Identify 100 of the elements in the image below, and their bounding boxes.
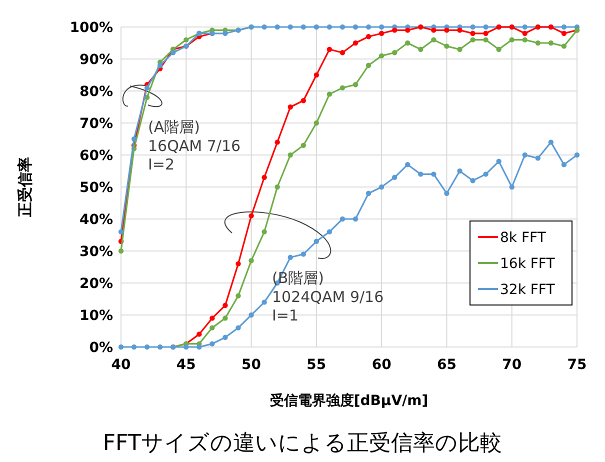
point	[326, 46, 332, 52]
y-tick-label: 10%	[79, 308, 113, 324]
point	[418, 46, 424, 52]
point	[262, 229, 267, 234]
point	[222, 302, 228, 308]
point	[522, 37, 528, 42]
point	[236, 261, 241, 266]
point	[509, 37, 514, 42]
point	[483, 37, 488, 42]
point	[131, 344, 137, 350]
point	[535, 40, 541, 46]
point	[366, 190, 372, 196]
point	[444, 28, 450, 33]
point	[118, 229, 124, 234]
point	[483, 30, 488, 36]
point	[236, 293, 241, 298]
point	[366, 24, 372, 30]
annotation: (A階層) 16QAM 7/16 I=2	[148, 118, 241, 174]
point	[262, 174, 267, 180]
point	[561, 44, 567, 49]
point	[431, 172, 436, 177]
point	[274, 140, 280, 145]
point	[248, 312, 254, 318]
point	[352, 24, 358, 30]
point	[210, 325, 215, 330]
y-tick-label: 60%	[79, 148, 113, 164]
point	[222, 30, 228, 36]
x-tick-label: 40	[111, 357, 131, 373]
point	[222, 334, 228, 340]
point	[196, 332, 202, 337]
point	[300, 98, 306, 104]
point	[548, 140, 554, 145]
point	[314, 120, 320, 126]
point	[366, 62, 372, 68]
y-tick-label: 20%	[79, 276, 113, 292]
point	[314, 238, 320, 244]
point	[340, 50, 346, 56]
point	[222, 316, 228, 321]
y-tick-label: 70%	[79, 116, 113, 132]
point	[210, 316, 215, 321]
point	[340, 24, 346, 30]
point	[366, 34, 372, 40]
point	[352, 40, 358, 46]
point	[418, 172, 424, 177]
point	[352, 216, 358, 222]
point	[378, 184, 384, 190]
point	[457, 46, 462, 52]
point	[144, 85, 150, 90]
point	[144, 344, 150, 350]
point	[561, 24, 567, 30]
y-tick-label: 100%	[70, 20, 113, 36]
point	[483, 24, 488, 30]
point	[326, 92, 332, 97]
point	[314, 72, 320, 78]
text: FFTサイズの違いによる正受信率の比較	[102, 431, 502, 456]
y-tick-label: 50%	[79, 180, 113, 196]
point	[340, 85, 346, 90]
point	[184, 37, 189, 42]
point	[196, 344, 202, 350]
point	[496, 158, 502, 164]
point	[483, 172, 488, 177]
point	[561, 162, 567, 168]
point	[431, 37, 436, 42]
point	[157, 344, 163, 350]
point	[352, 82, 358, 88]
point	[522, 24, 528, 30]
point	[314, 24, 320, 30]
point	[522, 152, 528, 158]
x-tick-label: 70	[502, 357, 522, 373]
point	[262, 24, 267, 30]
x-axis-title: 受信電界強度[dBμV/m]	[268, 392, 428, 409]
point	[548, 40, 554, 46]
point	[170, 50, 176, 56]
point	[561, 30, 567, 36]
point	[405, 28, 410, 33]
point	[405, 162, 410, 168]
point	[210, 341, 215, 346]
legend-label: 16k FFT	[500, 256, 556, 272]
y-tick-label: 80%	[79, 84, 113, 100]
point	[274, 24, 280, 30]
legend-label: 32k FFT	[500, 282, 556, 298]
point	[535, 156, 541, 161]
x-tick-label: 65	[436, 357, 456, 373]
x-tick-label: 55	[306, 357, 326, 373]
point	[378, 30, 384, 36]
x-tick-label: 50	[242, 357, 262, 373]
y-tick-label: 40%	[79, 212, 113, 228]
point	[457, 168, 462, 174]
point	[157, 62, 163, 68]
y-tick-label: 0%	[89, 340, 113, 356]
point	[326, 229, 332, 234]
point	[378, 53, 384, 58]
point	[444, 190, 450, 196]
point	[378, 24, 384, 30]
point	[509, 184, 514, 190]
point	[444, 44, 450, 49]
y-axis-title: 正受信率	[16, 157, 34, 218]
point	[184, 344, 189, 350]
x-tick-label: 60	[372, 357, 392, 373]
point	[300, 142, 306, 148]
